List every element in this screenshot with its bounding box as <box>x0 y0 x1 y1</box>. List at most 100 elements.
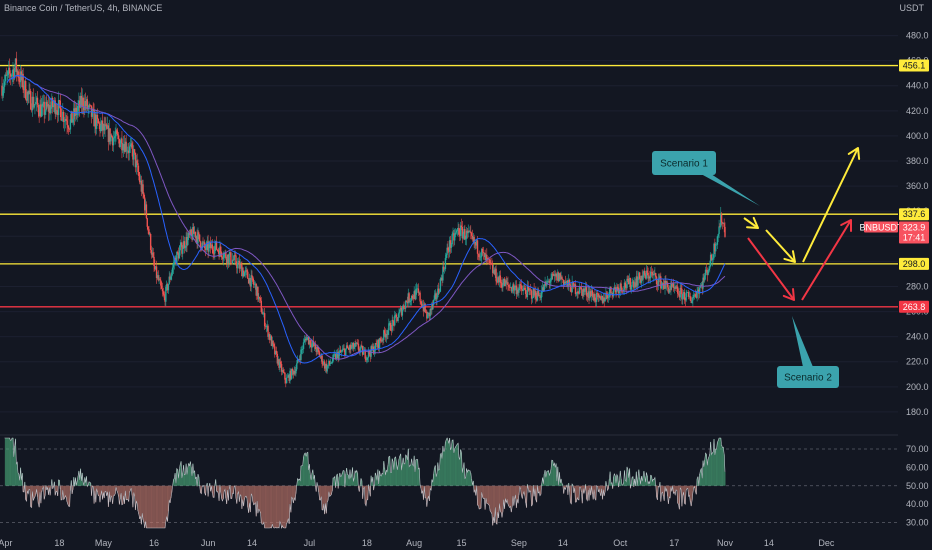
candle-body <box>668 289 670 293</box>
candle-body <box>148 229 150 235</box>
candle-body <box>676 286 679 294</box>
candle-body <box>314 343 317 350</box>
candle-body <box>651 272 654 276</box>
candle-body <box>185 237 187 248</box>
candle-body <box>238 260 241 269</box>
candle-body <box>150 250 153 255</box>
candle-body <box>220 246 222 253</box>
candle-body <box>216 249 219 251</box>
candle-body <box>398 312 400 318</box>
candle-body <box>607 297 610 299</box>
candle-body <box>325 363 328 372</box>
candle-body <box>89 104 92 106</box>
candle-body <box>84 101 87 107</box>
candle-body <box>715 244 717 252</box>
candle-body <box>167 284 170 291</box>
candle-body <box>266 325 268 327</box>
candle-body <box>695 296 697 298</box>
candle-body <box>639 278 642 283</box>
candle-body <box>98 123 100 124</box>
candle-body <box>257 286 259 300</box>
candle-body <box>260 300 262 312</box>
candle-body <box>108 128 110 143</box>
time-axis[interactable]: Apr 18 May 16 Jun 14 Jul 18 Aug 15 Sep 14 Oct 17 Nov 14… <box>0 538 835 548</box>
candle-body <box>72 119 74 123</box>
candle-body <box>690 300 692 303</box>
candle-body <box>376 344 378 348</box>
candle-body <box>202 242 204 244</box>
scenario1-callout-label: Scenario 1 <box>660 159 708 170</box>
rsi-axis[interactable]: 70.00 60.00 50.00 40.00 30.00 <box>906 444 929 527</box>
candle-body <box>355 343 357 344</box>
candle-body <box>248 278 251 284</box>
candle-body <box>434 293 436 296</box>
candle-body <box>462 233 464 239</box>
rsi-tick-label: 70.00 <box>906 444 929 454</box>
candle-body <box>562 279 564 280</box>
candle-body <box>426 314 429 319</box>
candle-body <box>9 73 12 77</box>
candle-body <box>557 272 560 282</box>
candle-body <box>590 290 593 297</box>
candle-body <box>517 289 519 293</box>
candle-body <box>68 129 71 130</box>
candle-body <box>100 124 102 132</box>
candle-body <box>622 289 625 292</box>
candle-body <box>383 330 386 334</box>
candle-body <box>3 81 6 87</box>
candle-body <box>327 365 329 367</box>
candle-body <box>521 289 523 292</box>
candle-body <box>68 127 70 130</box>
candle-body <box>176 252 178 265</box>
candle-body <box>503 278 505 285</box>
last-price-symbol-tag <box>864 221 898 233</box>
candle-body <box>401 309 404 316</box>
candle-body <box>471 235 474 240</box>
candle-body <box>483 252 485 254</box>
candle-body <box>163 294 165 298</box>
candle-body <box>569 284 572 292</box>
candle-body <box>1 85 3 96</box>
candle-body <box>80 95 83 107</box>
candle-body <box>537 290 540 297</box>
candle-body <box>445 254 447 259</box>
candle-body <box>452 233 454 235</box>
candle-body <box>209 242 212 249</box>
candle-body <box>383 330 385 340</box>
candle-body <box>584 290 586 292</box>
scenario1-arrowhead <box>847 147 861 160</box>
candle-body <box>90 105 93 117</box>
candle-body <box>352 342 355 349</box>
candle-body <box>646 270 648 273</box>
candle-body <box>310 345 312 348</box>
support-resistance-levels[interactable] <box>0 64 898 308</box>
candle-body <box>442 266 444 281</box>
candle-body <box>474 241 476 244</box>
candle-body <box>538 295 540 297</box>
scenario1-arrowhead <box>783 250 796 263</box>
candle-body <box>719 226 721 228</box>
candle-body <box>494 268 496 275</box>
candle-body <box>579 287 582 288</box>
candle-body <box>94 114 96 127</box>
candle-body <box>152 252 154 257</box>
moving-average-fast <box>6 74 726 364</box>
candle-body <box>647 272 649 279</box>
candle-body <box>182 248 184 254</box>
candle-body <box>670 284 672 290</box>
candle-body <box>599 295 601 298</box>
scenario-arrows[interactable] <box>743 147 861 301</box>
candle-body <box>95 114 98 129</box>
time-tick-label: Jul <box>304 538 316 548</box>
candle-body <box>644 274 647 279</box>
scenario-callouts[interactable]: Scenario 1 Scenario 2 <box>652 151 839 388</box>
candle-body <box>345 348 347 356</box>
candle-body <box>198 234 201 242</box>
candle-body <box>111 135 113 138</box>
candle-body <box>637 279 639 286</box>
price-tick-label: 360.0 <box>906 181 929 191</box>
candle-body <box>13 67 16 79</box>
price-tick-label: 380.0 <box>906 156 929 166</box>
candle-body <box>623 282 626 290</box>
